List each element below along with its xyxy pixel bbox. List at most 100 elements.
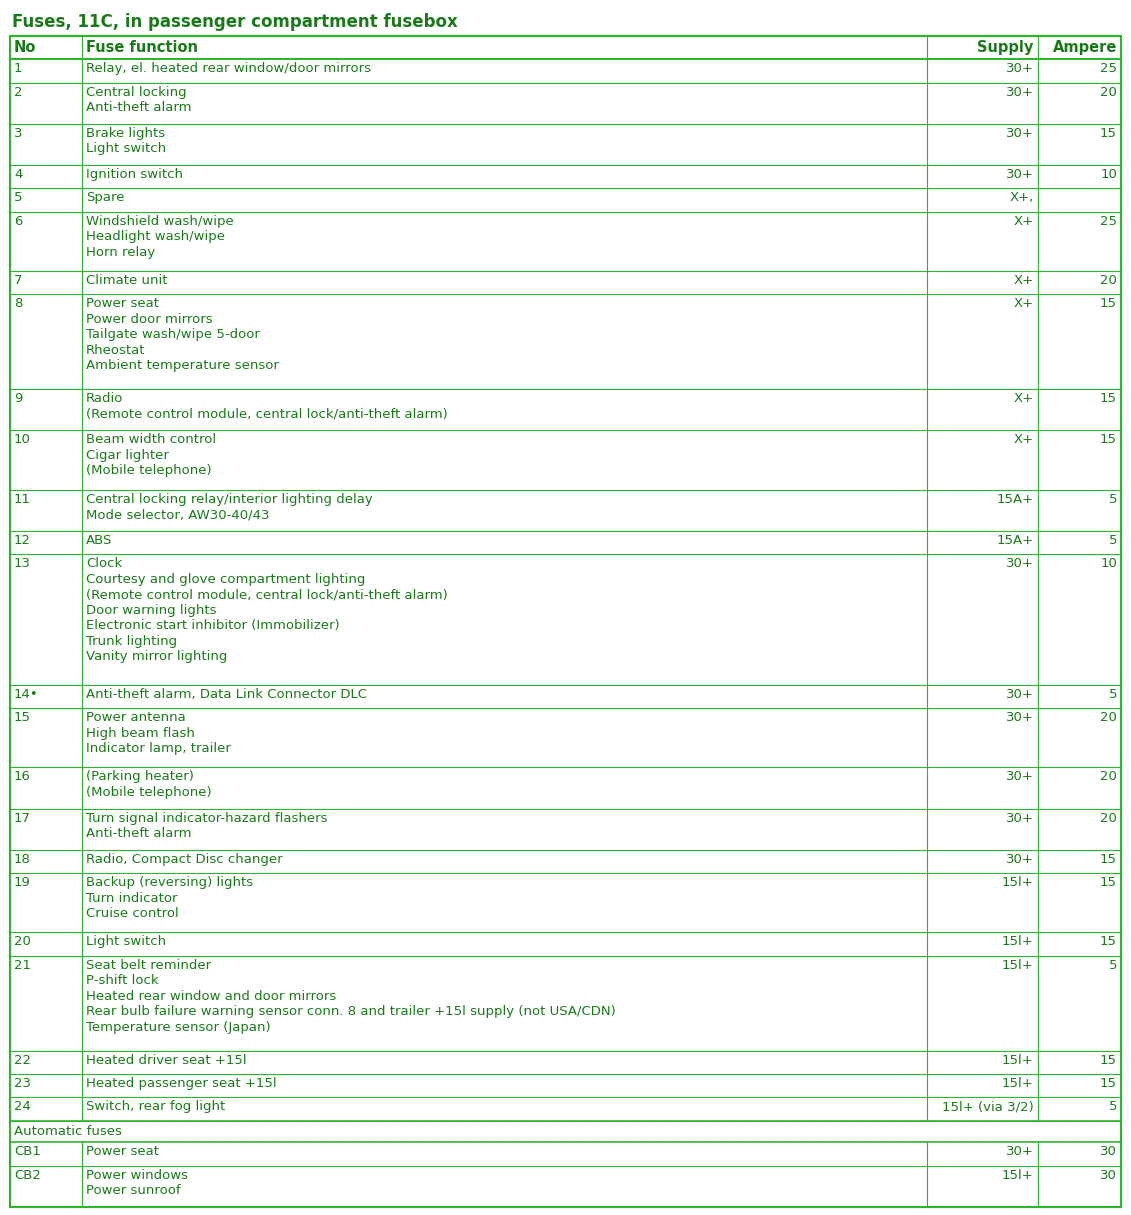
Text: Switch, rear fog light: Switch, rear fog light: [86, 1101, 225, 1113]
Text: 20: 20: [1100, 273, 1117, 287]
Text: 15l+ (via 3/2): 15l+ (via 3/2): [942, 1101, 1034, 1113]
Text: 15: 15: [1100, 936, 1117, 949]
Text: Power seat: Power seat: [86, 1146, 159, 1158]
Text: Windshield wash/wipe
Headlight wash/wipe
Horn relay: Windshield wash/wipe Headlight wash/wipe…: [86, 215, 234, 259]
Text: 7: 7: [14, 273, 23, 287]
Text: 5: 5: [1108, 688, 1117, 701]
Text: 8: 8: [14, 298, 23, 310]
Text: 15: 15: [1100, 876, 1117, 889]
Text: 15A+: 15A+: [996, 533, 1034, 547]
Text: 5: 5: [1108, 1101, 1117, 1113]
Text: X+: X+: [1013, 298, 1034, 310]
Text: 15l+: 15l+: [1002, 876, 1034, 889]
Text: Heated driver seat +15l: Heated driver seat +15l: [86, 1053, 247, 1067]
Text: X+,: X+,: [1010, 192, 1034, 204]
Text: 23: 23: [14, 1076, 31, 1090]
Text: 15: 15: [1100, 298, 1117, 310]
Text: Power seat
Power door mirrors
Tailgate wash/wipe 5-door
Rheostat
Ambient tempera: Power seat Power door mirrors Tailgate w…: [86, 298, 279, 372]
Text: 15: 15: [1100, 392, 1117, 406]
Text: 1: 1: [14, 62, 23, 75]
Text: Light switch: Light switch: [86, 936, 166, 949]
Text: 5: 5: [14, 192, 23, 204]
Text: (Parking heater)
(Mobile telephone): (Parking heater) (Mobile telephone): [86, 770, 211, 799]
Text: 9: 9: [14, 392, 23, 406]
Text: 10: 10: [14, 434, 31, 446]
Text: 20: 20: [14, 936, 31, 949]
Text: 30+: 30+: [1005, 711, 1034, 724]
Text: 30+: 30+: [1005, 688, 1034, 701]
Text: X+: X+: [1013, 434, 1034, 446]
Text: 30+: 30+: [1005, 62, 1034, 75]
Text: 20: 20: [1100, 711, 1117, 724]
Text: 15: 15: [1100, 1076, 1117, 1090]
Text: 18: 18: [14, 853, 31, 866]
Text: 30+: 30+: [1005, 770, 1034, 784]
Text: 10: 10: [1100, 168, 1117, 181]
Text: 25: 25: [1100, 215, 1117, 228]
Text: 2: 2: [14, 86, 23, 98]
Text: 20: 20: [1100, 770, 1117, 784]
Text: 30: 30: [1100, 1146, 1117, 1158]
Text: 25: 25: [1100, 62, 1117, 75]
Text: ABS: ABS: [86, 533, 113, 547]
Text: Clock
Courtesy and glove compartment lighting
(Remote control module, central lo: Clock Courtesy and glove compartment lig…: [86, 558, 448, 663]
Text: 17: 17: [14, 812, 31, 825]
Text: No: No: [14, 40, 36, 55]
Text: 3: 3: [14, 126, 23, 140]
Text: 30+: 30+: [1005, 558, 1034, 570]
Text: Beam width control
Cigar lighter
(Mobile telephone): Beam width control Cigar lighter (Mobile…: [86, 434, 216, 477]
Text: 10: 10: [1100, 558, 1117, 570]
Text: 11: 11: [14, 492, 31, 505]
Text: Brake lights
Light switch: Brake lights Light switch: [86, 126, 166, 156]
Text: 15: 15: [1100, 1053, 1117, 1067]
Text: 20: 20: [1100, 86, 1117, 98]
Text: Supply: Supply: [977, 40, 1034, 55]
Text: 4: 4: [14, 168, 23, 181]
Text: 15l+: 15l+: [1002, 1053, 1034, 1067]
Text: 12: 12: [14, 533, 31, 547]
Text: 19: 19: [14, 876, 31, 889]
Text: 15: 15: [1100, 853, 1117, 866]
Text: Climate unit: Climate unit: [86, 273, 167, 287]
Text: 14•: 14•: [14, 688, 38, 701]
Text: 24: 24: [14, 1101, 31, 1113]
Text: CB1: CB1: [14, 1146, 41, 1158]
Text: 20: 20: [1100, 812, 1117, 825]
Text: 15: 15: [1100, 434, 1117, 446]
Text: Spare: Spare: [86, 192, 124, 204]
Text: 30+: 30+: [1005, 126, 1034, 140]
Text: 5: 5: [1108, 533, 1117, 547]
Text: 15l+: 15l+: [1002, 1076, 1034, 1090]
Text: Automatic fuses: Automatic fuses: [14, 1125, 122, 1138]
Text: 15l+: 15l+: [1002, 936, 1034, 949]
Text: Fuses, 11C, in passenger compartment fusebox: Fuses, 11C, in passenger compartment fus…: [12, 13, 458, 32]
Text: Turn signal indicator-hazard flashers
Anti-theft alarm: Turn signal indicator-hazard flashers An…: [86, 812, 328, 841]
Text: Ampere: Ampere: [1053, 40, 1117, 55]
Text: X+: X+: [1013, 215, 1034, 228]
Text: 30+: 30+: [1005, 168, 1034, 181]
Text: 21: 21: [14, 959, 31, 972]
Text: Central locking
Anti-theft alarm: Central locking Anti-theft alarm: [86, 86, 192, 114]
Text: 22: 22: [14, 1053, 31, 1067]
Text: X+: X+: [1013, 273, 1034, 287]
Text: Radio
(Remote control module, central lock/anti-theft alarm): Radio (Remote control module, central lo…: [86, 392, 448, 420]
Text: 30+: 30+: [1005, 1146, 1034, 1158]
Text: Fuse function: Fuse function: [86, 40, 198, 55]
Text: 15A+: 15A+: [996, 492, 1034, 505]
Text: 15l+: 15l+: [1002, 1169, 1034, 1182]
Text: 30: 30: [1100, 1169, 1117, 1182]
Text: 5: 5: [1108, 492, 1117, 505]
Text: 30+: 30+: [1005, 812, 1034, 825]
Text: 13: 13: [14, 558, 31, 570]
Text: Backup (reversing) lights
Turn indicator
Cruise control: Backup (reversing) lights Turn indicator…: [86, 876, 253, 920]
Text: Power windows
Power sunroof: Power windows Power sunroof: [86, 1169, 188, 1197]
Text: Radio, Compact Disc changer: Radio, Compact Disc changer: [86, 853, 283, 866]
Text: X+: X+: [1013, 392, 1034, 406]
Text: Power antenna
High beam flash
Indicator lamp, trailer: Power antenna High beam flash Indicator …: [86, 711, 231, 756]
Text: 5: 5: [1108, 959, 1117, 972]
Text: 15: 15: [1100, 126, 1117, 140]
Text: CB2: CB2: [14, 1169, 41, 1182]
Text: Seat belt reminder
P-shift lock
Heated rear window and door mirrors
Rear bulb fa: Seat belt reminder P-shift lock Heated r…: [86, 959, 616, 1034]
Text: Heated passenger seat +15l: Heated passenger seat +15l: [86, 1076, 277, 1090]
Text: 16: 16: [14, 770, 31, 784]
